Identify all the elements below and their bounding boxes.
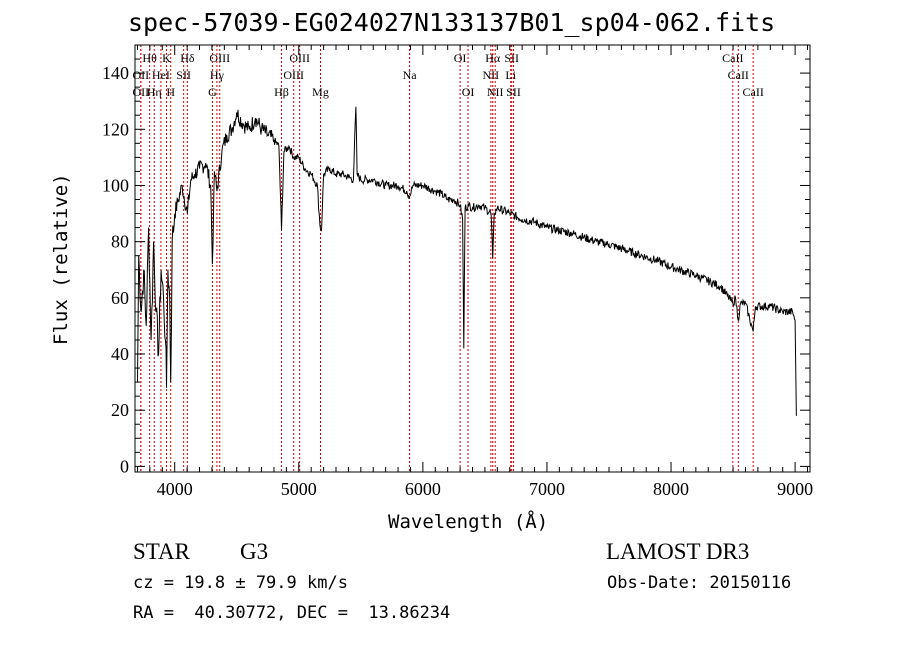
x-tick-label: 4000 bbox=[157, 479, 193, 499]
chart-title: spec-57039-EG024027N133137B01_sp04-062.f… bbox=[128, 8, 776, 37]
y-tick-label: 120 bbox=[102, 119, 129, 139]
y-tick-label: 140 bbox=[102, 63, 129, 83]
spectral-line-label: OIII bbox=[283, 68, 304, 82]
spectral-line-label: OIII bbox=[209, 51, 230, 65]
spectral-line-label: Hβ bbox=[274, 85, 289, 99]
y-tick-label: 40 bbox=[111, 344, 129, 364]
x-axis-label: Wavelength (Å) bbox=[388, 511, 549, 533]
spectral-line-label: OI bbox=[462, 85, 475, 99]
spectral-line-label: Mg bbox=[312, 85, 329, 99]
survey-name: LAMOST DR3 bbox=[606, 539, 750, 564]
y-tick-label: 20 bbox=[111, 400, 129, 420]
y-tick-label: 100 bbox=[102, 175, 129, 195]
x-tick-label: 7000 bbox=[529, 479, 565, 499]
obs-date: Obs-Date: 20150116 bbox=[607, 573, 792, 593]
plot-frame bbox=[134, 44, 811, 473]
spectral-line-label: G bbox=[208, 85, 217, 99]
x-tick-label: 8000 bbox=[653, 479, 689, 499]
spectral-line-label: NII bbox=[487, 85, 504, 99]
spectral-line-label: CaII bbox=[722, 51, 743, 65]
object-type: STAR bbox=[133, 539, 190, 564]
spectral-line-label: Hδ bbox=[180, 51, 195, 65]
spectral-line-label: Na bbox=[403, 68, 418, 82]
spectral-line-label: OII bbox=[132, 85, 149, 99]
object-subclass: G3 bbox=[240, 539, 269, 564]
spectral-line-label: H bbox=[166, 85, 175, 99]
spectral-line-label: Hγ bbox=[210, 68, 225, 82]
y-axis-label: Flux (relative) bbox=[50, 173, 72, 345]
spectral-line-label: K bbox=[162, 51, 171, 65]
spectral-line-label: OIII bbox=[289, 51, 310, 65]
y-tick-label: 0 bbox=[120, 456, 129, 476]
spectral-line-label: Li bbox=[505, 68, 516, 82]
spectral-line-label: SII bbox=[506, 85, 521, 99]
spectral-line-label: HeI bbox=[152, 68, 170, 82]
x-tick-label: 5000 bbox=[281, 479, 317, 499]
spectrum-line bbox=[137, 106, 797, 416]
spectral-line-label: CaII bbox=[728, 68, 749, 82]
spectral-line-label: Hθ bbox=[142, 51, 157, 65]
spectral-line-label: Hα bbox=[485, 51, 501, 65]
spectral-line-label: OI bbox=[454, 51, 467, 65]
spectral-line-label: Hη bbox=[147, 85, 162, 99]
x-tick-label: 9000 bbox=[777, 479, 813, 499]
y-tick-label: 80 bbox=[111, 232, 129, 252]
x-tick-label: 6000 bbox=[405, 479, 441, 499]
spectral-line-label: CaII bbox=[743, 85, 764, 99]
spectral-line-label: SII bbox=[176, 68, 191, 82]
y-tick-label: 60 bbox=[111, 288, 129, 308]
spectral-line-label: SII bbox=[504, 51, 519, 65]
redshift-cz: cz = 19.8 ± 79.9 km/s bbox=[133, 573, 348, 593]
coordinates: RA = 40.30772, DEC = 13.86234 bbox=[133, 603, 451, 623]
spectral-line-label: NII bbox=[483, 68, 500, 82]
